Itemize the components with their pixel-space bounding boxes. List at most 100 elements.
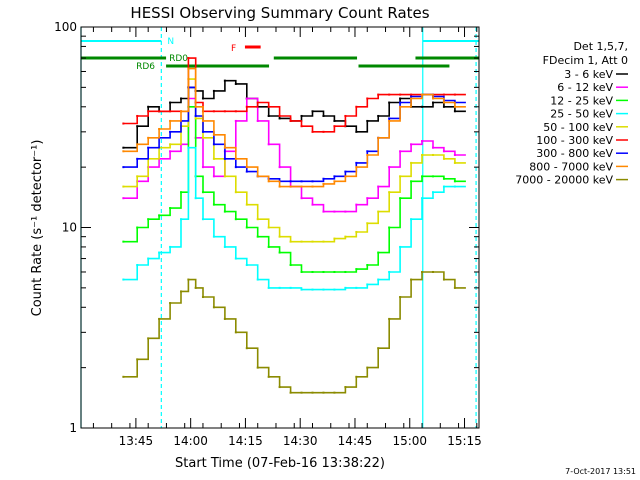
series-line-8	[123, 271, 466, 394]
series-1-point-15	[278, 166, 281, 169]
series-1-point-31	[453, 153, 456, 156]
series-8-point-31	[453, 286, 456, 289]
series-8-point-23	[366, 366, 369, 369]
series-3-point-26	[399, 245, 402, 248]
series-1-point-12	[245, 97, 248, 100]
series-8-point-21	[344, 386, 347, 389]
x-axis-label: Start Time (07-Feb-16 13:38:22)	[175, 456, 385, 471]
series-3-point-7	[194, 197, 197, 200]
series-0-point-24	[377, 114, 380, 117]
series-7-point-12	[245, 166, 248, 169]
series-7-point-5	[180, 110, 183, 113]
series-3-point-22	[355, 286, 358, 289]
plot-area: N F RD0 RD6	[80, 27, 479, 428]
series-0-point-29	[431, 101, 434, 104]
legend-label-3: 25 - 50 keV	[550, 108, 613, 121]
series-4-point-1	[136, 175, 139, 178]
series-1-point-23	[366, 197, 369, 200]
y-tick-label-1: 10	[62, 221, 77, 235]
series-2-point-18	[311, 270, 314, 273]
series-3-point-13	[256, 278, 259, 281]
series-4-point-22	[355, 230, 358, 233]
series-3-point-27	[410, 218, 413, 221]
series-6-point-9	[212, 143, 215, 146]
series-8-point-9	[212, 306, 215, 309]
series-1-point-18	[311, 203, 314, 206]
series-4-point-17	[300, 240, 303, 243]
series-7-point-14	[267, 180, 270, 183]
series-7-point-21	[344, 175, 347, 178]
legend-label-6: 300 - 800 keV	[536, 147, 613, 160]
series-2-point-26	[399, 197, 402, 200]
series-3-point-29	[431, 191, 434, 194]
series-5-point-19	[322, 130, 325, 133]
series-7-point-23	[366, 153, 369, 156]
series-5-point-4	[169, 110, 172, 113]
series-4-point-15	[278, 235, 281, 238]
series-5-point-20	[333, 125, 336, 128]
series-8-point-15	[278, 386, 281, 389]
series-0-point-11	[234, 82, 237, 85]
series-6-point-22	[355, 161, 358, 164]
series-7-point-24	[377, 136, 380, 139]
series-6-point-25	[388, 117, 391, 120]
series-7-point-16	[289, 185, 292, 188]
series-6-point-1	[136, 157, 139, 160]
series-5-point-23	[366, 97, 369, 100]
flag-label-rd0: RD0	[169, 54, 188, 64]
series-5-point-31	[453, 93, 456, 96]
series-4-point-13	[256, 218, 259, 221]
series-3-point-17	[300, 288, 303, 291]
series-3-point-30	[442, 185, 445, 188]
series-6-point-11	[234, 166, 237, 169]
series-5-point-16	[289, 119, 292, 122]
series-0-point-14	[267, 114, 270, 117]
series-5-point-14	[267, 105, 270, 108]
series-7-point-19	[322, 182, 325, 185]
series-4-point-19	[322, 240, 325, 243]
series-1-point-13	[256, 119, 259, 122]
series-0-point-18	[311, 110, 314, 113]
series-4-point-11	[234, 191, 237, 194]
series-1-point-29	[431, 146, 434, 149]
legend-label-0: 3 - 6 keV	[564, 68, 613, 81]
series-4-point-28	[421, 153, 424, 156]
series-6-point-0	[122, 166, 125, 169]
series-6-point-4	[169, 130, 172, 133]
series-5-point-9	[212, 110, 215, 113]
series-0-point-22	[355, 130, 358, 133]
series-3-point-19	[322, 288, 325, 291]
series-7-point-27	[410, 97, 413, 100]
series-6-point-12	[245, 170, 248, 173]
series-4-point-20	[333, 237, 336, 240]
legend-label-2: 12 - 25 keV	[550, 94, 613, 107]
series-7-point-31	[453, 105, 456, 108]
series-0-point-9	[212, 89, 215, 92]
flag-label-f: F	[231, 44, 236, 54]
series-7-point-25	[388, 119, 391, 122]
series-2-point-12	[245, 226, 248, 229]
series-7-point-17	[300, 185, 303, 188]
series-0-point-15	[278, 117, 281, 120]
series-8-point-11	[234, 331, 237, 334]
series-2-point-16	[289, 264, 292, 267]
legend-label-7: 800 - 7000 keV	[529, 160, 613, 173]
series-5-point-27	[410, 93, 413, 96]
y-tick-label-2: 100	[54, 20, 77, 34]
series-8-point-25	[388, 317, 391, 320]
series-5-point-12	[245, 105, 248, 108]
series-7-point-22	[355, 166, 358, 169]
x-tick-label-2: 14:15	[228, 434, 263, 448]
y-axis-label: Count Rate (s⁻¹ detector⁻¹)	[30, 140, 45, 317]
series-line-1	[123, 97, 466, 213]
series-8-point-13	[256, 366, 259, 369]
series-8-point-0	[122, 375, 125, 378]
series-2-point-25	[388, 226, 391, 229]
series-5-point-24	[377, 93, 380, 96]
series-3-point-3	[158, 251, 161, 254]
series-8-point-16	[289, 391, 292, 394]
series-3-point-18	[311, 288, 314, 291]
series-5-point-0	[122, 122, 125, 125]
series-2-point-21	[344, 270, 347, 273]
